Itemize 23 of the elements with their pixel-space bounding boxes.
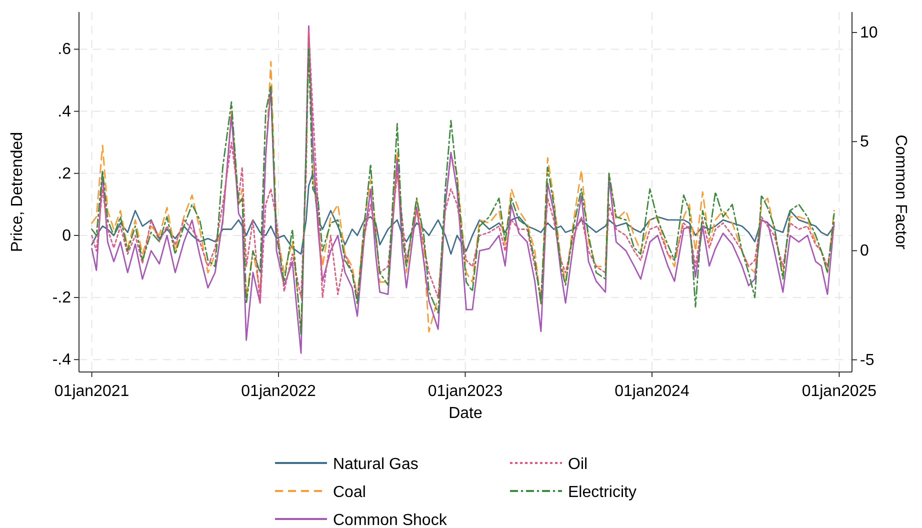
y-tick-label: .6 xyxy=(58,41,72,58)
x-tick-label: 01jan2023 xyxy=(428,383,503,400)
y-tick-label: -.2 xyxy=(52,290,72,307)
x-axis-title: Date xyxy=(448,405,482,422)
x-tick-label: 01jan2022 xyxy=(241,383,316,400)
y2-tick-label: 0 xyxy=(860,242,869,260)
legend-label: Natural Gas xyxy=(333,456,418,473)
legend-label: Electricity xyxy=(568,484,636,501)
y-tick-label: 0 xyxy=(62,227,72,244)
y-tick-label: .2 xyxy=(58,165,72,182)
y-tick-label: -.4 xyxy=(52,352,72,369)
y2-tick-label: 10 xyxy=(860,24,878,42)
legend-label: Coal xyxy=(333,484,366,501)
x-tick-label: 01jan2024 xyxy=(614,383,690,400)
y2-axis-title: Common Factor xyxy=(892,134,909,250)
x-tick-label: 01jan2021 xyxy=(54,383,130,400)
y-tick-label: .4 xyxy=(58,103,72,120)
legend-label: Oil xyxy=(568,456,588,473)
legend-label: Common Shock xyxy=(333,512,448,528)
y2-tick-label: -5 xyxy=(860,352,874,369)
y-axis-title: Price, Detrended xyxy=(9,132,26,252)
x-tick-label: 01jan2025 xyxy=(802,383,877,400)
y2-tick-label: 5 xyxy=(860,134,869,151)
